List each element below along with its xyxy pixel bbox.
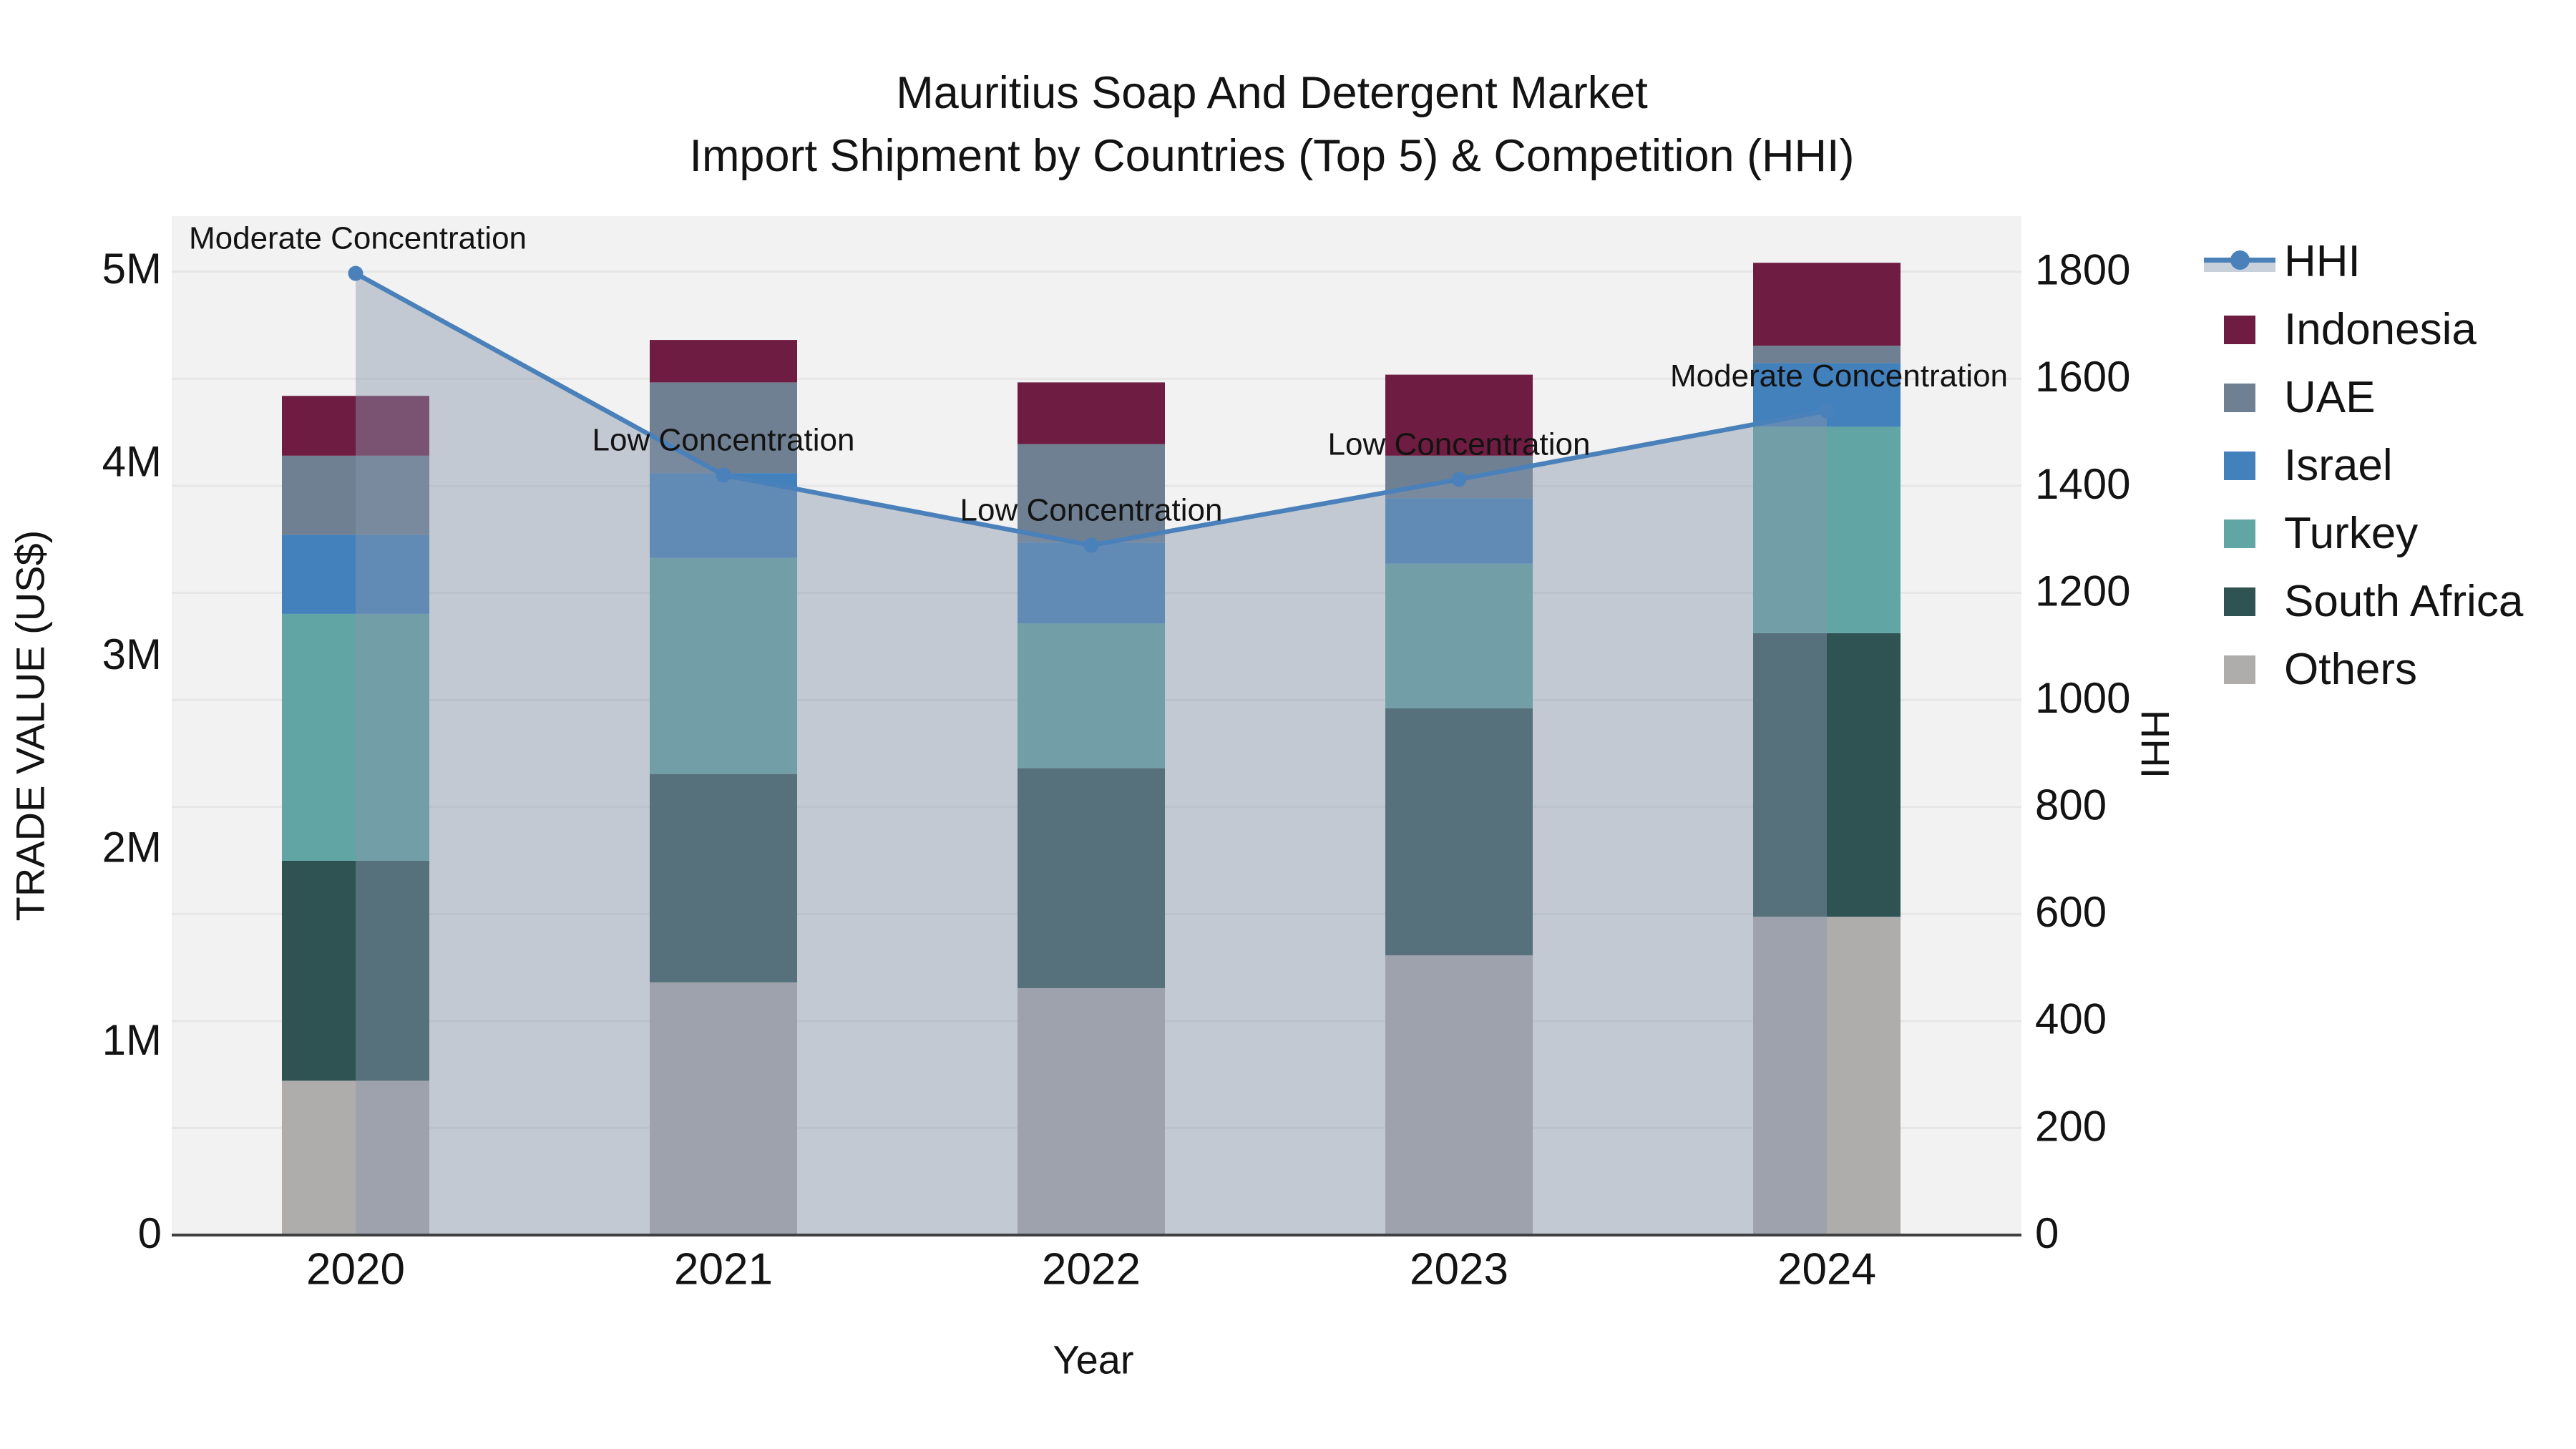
bar-2021-south-africa[interactable]	[650, 774, 797, 982]
legend-label: South Africa	[2284, 577, 2524, 626]
bar-2023-south-africa[interactable]	[1385, 708, 1533, 956]
y2-tick-1600: 1600	[2035, 353, 2130, 401]
legend-label: HHI	[2284, 237, 2361, 286]
bar-2021-others[interactable]	[650, 982, 797, 1235]
legend-line-marker-dot	[2230, 250, 2250, 270]
bar-2022-uae[interactable]	[1018, 444, 1165, 543]
legend-item-israel[interactable]: Israel	[2204, 431, 2576, 499]
bar-2020-south-africa[interactable]	[282, 860, 429, 1081]
bar-2022-south-africa[interactable]	[1018, 768, 1165, 988]
legend-item-turkey[interactable]: Turkey	[2204, 499, 2576, 567]
legend-item-indonesia[interactable]: Indonesia	[2204, 296, 2576, 364]
legend-swatch-icon	[2204, 512, 2275, 555]
y1-tick-2M: 2M	[102, 824, 162, 872]
x-axis-title: Year	[1053, 1337, 1134, 1382]
legend-label: Turkey	[2284, 509, 2419, 558]
y1-tick-1M: 1M	[102, 1016, 162, 1064]
annotation-2023: Low Concentration	[1328, 427, 1591, 462]
bar-2024-south-africa[interactable]	[1753, 633, 1901, 917]
x-tick-2024: 2024	[1777, 1244, 1876, 1294]
legend-color-swatch	[2224, 383, 2255, 412]
bar-2021-indonesia[interactable]	[650, 340, 797, 383]
legend-label: Israel	[2284, 441, 2393, 490]
legend-color-swatch	[2224, 655, 2255, 684]
legend-swatch-icon	[2204, 376, 2275, 419]
bar-2024-turkey[interactable]	[1753, 426, 1901, 633]
bar-2023-indonesia[interactable]	[1385, 374, 1533, 456]
legend-label: UAE	[2284, 373, 2376, 422]
y2-axis-title: HHI	[2132, 709, 2178, 779]
hhi-area-fill	[356, 273, 1827, 1236]
bar-2022-indonesia[interactable]	[1018, 382, 1165, 444]
bar-2020-uae[interactable]	[282, 455, 429, 535]
y2-tick-600: 600	[2035, 888, 2107, 936]
y2-tick-400: 400	[2035, 995, 2107, 1043]
annotation-2022: Low Concentration	[960, 493, 1223, 528]
hhi-point-2024[interactable]	[1819, 403, 1835, 419]
y1-tick-4M: 4M	[102, 437, 162, 485]
legend-line-sample-icon	[2204, 240, 2275, 283]
bar-2020-turkey[interactable]	[282, 613, 429, 861]
y2-tick-1800: 1800	[2035, 246, 2130, 294]
x-tick-2023: 2023	[1410, 1244, 1508, 1294]
bar-2021-uae[interactable]	[650, 382, 797, 474]
bar-2024-uae[interactable]	[1753, 346, 1901, 364]
annotation-2021: Low Concentration	[592, 423, 855, 458]
bar-2021-turkey[interactable]	[650, 557, 797, 774]
legend-swatch-icon	[2204, 444, 2275, 487]
y1-tick-5M: 5M	[102, 245, 162, 293]
hhi-point-2022[interactable]	[1083, 537, 1099, 553]
legend-item-others[interactable]: Others	[2204, 635, 2576, 703]
legend-color-swatch	[2224, 315, 2255, 344]
bar-2022-others[interactable]	[1018, 987, 1165, 1235]
bar-2023-turkey[interactable]	[1385, 563, 1533, 709]
bar-2022-turkey[interactable]	[1018, 623, 1165, 769]
legend-item-uae[interactable]: UAE	[2204, 364, 2576, 431]
y2-tick-1400: 1400	[2035, 460, 2130, 508]
legend-swatch-icon	[2204, 308, 2275, 351]
legend-item-south-africa[interactable]: South Africa	[2204, 567, 2576, 635]
bar-2020-israel[interactable]	[282, 535, 429, 614]
y1-tick-3M: 3M	[102, 630, 162, 678]
y2-tick-1200: 1200	[2035, 567, 2130, 615]
y2-tick-800: 800	[2035, 781, 2107, 829]
chart-title-line2: Import Shipment by Countries (Top 5) & C…	[689, 131, 1855, 181]
annotation-2024: Moderate Concentration	[1670, 358, 2008, 394]
hhi-point-2020[interactable]	[348, 265, 364, 281]
bar-2023-others[interactable]	[1385, 955, 1533, 1235]
bar-2020-others[interactable]	[282, 1080, 429, 1235]
legend-label: Indonesia	[2284, 305, 2477, 354]
y2-tick-1000: 1000	[2035, 674, 2130, 722]
chart-title: Mauritius Soap And Detergent Market Impor…	[0, 62, 2544, 187]
y1-tick-0: 0	[138, 1209, 162, 1257]
legend-color-swatch	[2224, 451, 2255, 480]
bar-2023-israel[interactable]	[1385, 498, 1533, 564]
legend-color-swatch	[2224, 519, 2255, 548]
bar-2021-israel[interactable]	[650, 473, 797, 558]
x-tick-2022: 2022	[1042, 1244, 1141, 1294]
y2-tick-200: 200	[2035, 1102, 2107, 1150]
legend-color-swatch	[2224, 587, 2255, 616]
legend: HHI Indonesia UAE Israel Turkey South Africa O…	[2204, 228, 2576, 703]
bar-2024-indonesia[interactable]	[1753, 263, 1901, 346]
x-tick-2020: 2020	[306, 1244, 405, 1294]
legend-swatch-icon	[2204, 580, 2275, 623]
bar-2020-indonesia[interactable]	[282, 396, 429, 456]
chart-title-line1: Mauritius Soap And Detergent Market	[896, 68, 1648, 118]
y2-tick-0: 0	[2035, 1209, 2059, 1257]
hhi-point-2021[interactable]	[716, 467, 731, 483]
bar-2024-others[interactable]	[1753, 917, 1901, 1235]
y-axis-title: TRADE VALUE (US$)	[7, 530, 53, 922]
hhi-point-2023[interactable]	[1451, 472, 1467, 487]
annotation-2020: Moderate Concentration	[189, 221, 527, 256]
x-tick-2021: 2021	[674, 1244, 773, 1294]
legend-label: Others	[2284, 645, 2418, 694]
legend-swatch-icon	[2204, 648, 2275, 691]
bar-2022-israel[interactable]	[1018, 542, 1165, 624]
legend-item-hhi[interactable]: HHI	[2204, 228, 2576, 296]
